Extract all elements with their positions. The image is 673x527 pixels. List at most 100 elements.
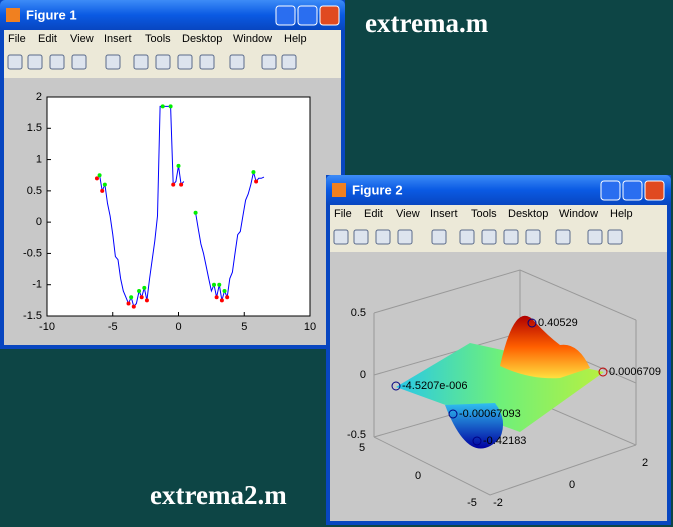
- minimum-point: [254, 179, 259, 184]
- z-tick-label: 0.5: [351, 307, 366, 319]
- window-title: Figure 1: [26, 7, 77, 22]
- menu-item[interactable]: Desktop: [508, 208, 548, 220]
- x-tick-label: -5: [467, 497, 477, 509]
- menu-item[interactable]: Window: [233, 33, 272, 45]
- menu-item[interactable]: View: [70, 33, 94, 45]
- y-tick-label: 0: [36, 216, 42, 228]
- toolbar-button[interactable]: [375, 229, 391, 245]
- maximum-point: [212, 282, 217, 287]
- menu-item[interactable]: Help: [284, 33, 307, 45]
- toolbar-button[interactable]: [261, 54, 277, 70]
- toolbar-button[interactable]: [105, 54, 121, 70]
- menu-item[interactable]: Help: [610, 208, 633, 220]
- app-icon: [6, 8, 20, 22]
- toolbar-button[interactable]: [503, 229, 519, 245]
- y-tick-label: -1.5: [23, 310, 42, 322]
- maximum-point: [142, 285, 147, 290]
- toolbar-button[interactable]: [229, 54, 245, 70]
- x-tick-label: 5: [359, 442, 365, 454]
- y-tick-label: 0.5: [27, 185, 42, 197]
- menu-item[interactable]: Desktop: [182, 33, 222, 45]
- chart: 0.5 0 -0.55 0 -5 -2 0 2 0.40529 0.0006709 -4.5207e…: [347, 307, 661, 509]
- toolbar-button[interactable]: [281, 54, 297, 70]
- y-tick-label: 2: [36, 91, 42, 103]
- annotation: 0.40529: [538, 317, 578, 329]
- x-tick-label: 5: [241, 321, 247, 333]
- minimum-point: [179, 182, 184, 187]
- annotation-marker: [472, 436, 482, 446]
- minimize-button[interactable]: [600, 180, 621, 201]
- toolbar-button[interactable]: [525, 229, 541, 245]
- y-tick-label: 1: [36, 153, 42, 165]
- toolbar-button[interactable]: [555, 229, 571, 245]
- annotation-marker: [391, 381, 401, 391]
- maximum-point: [102, 182, 107, 187]
- toolbar-button[interactable]: [49, 54, 65, 70]
- toolbar-button[interactable]: [587, 229, 603, 245]
- y-tick-label: 2: [642, 457, 648, 469]
- menu-item[interactable]: Insert: [104, 33, 132, 45]
- maximize-button[interactable]: [297, 5, 318, 26]
- toolbar-button[interactable]: [71, 54, 87, 70]
- minimum-point: [100, 188, 105, 193]
- maximum-point: [217, 282, 222, 287]
- minimum-point: [225, 295, 230, 300]
- toolbar-button[interactable]: [431, 229, 447, 245]
- menu-item[interactable]: View: [396, 208, 420, 220]
- menu-item[interactable]: File: [334, 208, 352, 220]
- annotation: -0.00067093: [459, 408, 521, 420]
- minimum-point: [214, 295, 219, 300]
- toolbar-button[interactable]: [155, 54, 171, 70]
- toolbar-button[interactable]: [27, 54, 43, 70]
- window: Figure 1 -10 -5 0 5 10 -1.5 -1 -0.5 0 0.5 1 1.5 2 Fi…: [0, 0, 345, 349]
- y-tick-label: -2: [493, 497, 503, 509]
- menu-item[interactable]: Edit: [38, 33, 57, 45]
- x-tick-label: 0: [415, 470, 421, 482]
- annotation-marker: [527, 318, 537, 328]
- maximum-point: [137, 288, 142, 293]
- x-tick-label: 0: [175, 321, 181, 333]
- window-title: Figure 2: [352, 182, 403, 197]
- maximum-point: [222, 288, 227, 293]
- annotation: -0.42183: [483, 435, 526, 447]
- toolbar-button[interactable]: [199, 54, 215, 70]
- menu-item[interactable]: Insert: [430, 208, 458, 220]
- surface-peak: [500, 315, 590, 379]
- app-icon: [332, 183, 346, 197]
- minimize-button[interactable]: [275, 5, 296, 26]
- x-tick-label: -10: [39, 321, 55, 333]
- minimum-point: [126, 301, 131, 306]
- menu-item[interactable]: Tools: [145, 33, 171, 45]
- menu-toolbar-area: [4, 30, 341, 78]
- menu-item[interactable]: Window: [559, 208, 598, 220]
- annotation-marker: [448, 409, 458, 419]
- minimum-point: [131, 304, 136, 309]
- toolbar-button[interactable]: [133, 54, 149, 70]
- toolbar-button[interactable]: [177, 54, 193, 70]
- title-bar[interactable]: [0, 0, 345, 30]
- maximize-button[interactable]: [622, 180, 643, 201]
- close-button[interactable]: [319, 5, 340, 26]
- toolbar-button[interactable]: [333, 229, 349, 245]
- maximum-point: [160, 104, 165, 109]
- toolbar-button[interactable]: [353, 229, 369, 245]
- maximum-point: [168, 104, 173, 109]
- menu-item[interactable]: Tools: [471, 208, 497, 220]
- maximum-point: [251, 170, 256, 175]
- menu-item[interactable]: File: [8, 33, 26, 45]
- y-tick-label: 0: [569, 479, 575, 491]
- script-label: extrema.m: [365, 8, 489, 38]
- close-button[interactable]: [644, 180, 665, 201]
- toolbar-button[interactable]: [607, 229, 623, 245]
- surface-dip: [445, 403, 504, 449]
- toolbar-button[interactable]: [459, 229, 475, 245]
- maximum-point: [97, 173, 102, 178]
- maximum-point: [129, 295, 134, 300]
- annotation: -4.5207e-006: [402, 380, 467, 392]
- toolbar-button[interactable]: [481, 229, 497, 245]
- toolbar-button[interactable]: [7, 54, 23, 70]
- title-bar[interactable]: [326, 175, 671, 205]
- toolbar-button[interactable]: [397, 229, 413, 245]
- menu-item[interactable]: Edit: [364, 208, 383, 220]
